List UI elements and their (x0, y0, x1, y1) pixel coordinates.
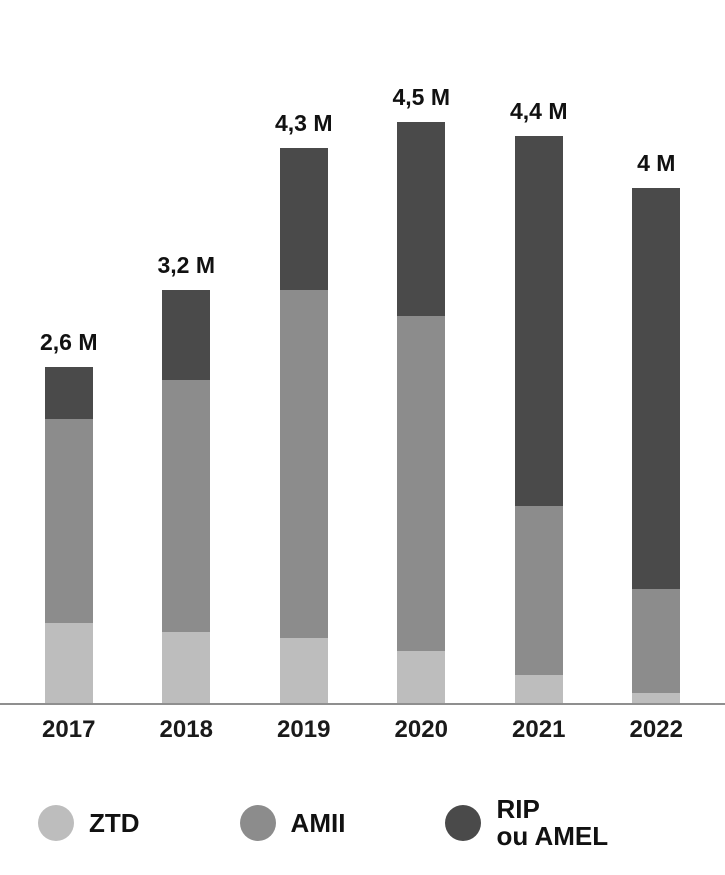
x-axis-label-2020: 2020 (394, 716, 448, 743)
x-axis-labels: 2017 2018 2019 2020 2021 2022 (0, 716, 725, 744)
bar-2019 (279, 148, 328, 703)
bar-column-2018: 3,2 M (128, 252, 246, 703)
bar-segment-amii-2019 (279, 290, 328, 638)
x-axis-label-2022: 2022 (629, 716, 683, 743)
chart-legend: ZTD AMII RIP ou AMEL (0, 794, 725, 852)
bar-segment-ztd-2018 (162, 632, 211, 703)
legend-label-amii: AMII (290, 807, 346, 838)
legend-item-ztd: ZTD (38, 805, 140, 842)
bar-2020 (397, 122, 446, 703)
bar-segment-amii-2022 (632, 589, 681, 693)
bar-segment-ztd-2020 (397, 651, 446, 703)
bar-segment-amii-2021 (514, 506, 563, 675)
bar-column-2021: 4,4 M (480, 98, 598, 703)
bar-column-2022: 4 M (598, 150, 716, 703)
bar-total-label-2021: 4,4 M (509, 98, 568, 124)
bar-total-label-2017: 2,6 M (39, 329, 98, 355)
bar-segment-amii-2018 (162, 380, 211, 632)
legend-swatch-ztd (38, 805, 74, 842)
plot-area: 2,6 M 3,2 M 4,3 M 4,5 M 4,4 M 4 M (0, 58, 725, 705)
bar-2018 (162, 290, 211, 703)
legend-swatch-rip-ou-amel (445, 805, 482, 842)
bar-segment-amii-2020 (397, 316, 446, 651)
bar-segment-rip-ou-amel-2021 (514, 136, 563, 506)
bar-column-2017: 2,6 M (10, 329, 128, 703)
bar-2017 (44, 367, 93, 703)
legend-item-rip-ou-amel: RIP ou AMEL (445, 794, 609, 852)
x-axis-label-2021: 2021 (512, 716, 566, 743)
x-axis-label-2018: 2018 (159, 716, 213, 743)
bar-total-label-2019: 4,3 M (274, 110, 333, 136)
bar-segment-ztd-2022 (632, 693, 681, 703)
bar-total-label-2018: 3,2 M (157, 252, 216, 278)
bar-2022 (632, 188, 681, 703)
bar-column-2020: 4,5 M (363, 84, 481, 703)
bar-segment-rip-ou-amel-2022 (632, 188, 681, 589)
legend-label-rip-ou-amel: RIP ou AMEL (496, 794, 609, 852)
bar-total-label-2022: 4 M (637, 150, 676, 176)
bar-segment-rip-ou-amel-2017 (44, 367, 93, 419)
legend-swatch-amii (239, 805, 276, 842)
bar-segment-rip-ou-amel-2018 (162, 290, 211, 380)
bar-segment-ztd-2019 (279, 638, 328, 703)
bar-segment-ztd-2017 (44, 623, 93, 703)
bar-2021 (514, 136, 563, 703)
legend-item-amii: AMII (239, 805, 346, 842)
bar-total-label-2020: 4,5 M (392, 84, 451, 110)
legend-label-ztd: ZTD (89, 807, 140, 838)
x-axis-label-2017: 2017 (42, 716, 96, 743)
bar-segment-ztd-2021 (514, 675, 563, 703)
x-axis-label-2019: 2019 (277, 716, 331, 743)
bar-segment-rip-ou-amel-2019 (279, 148, 328, 290)
bar-segment-amii-2017 (44, 419, 93, 623)
bar-column-2019: 4,3 M (245, 110, 363, 703)
bar-segment-rip-ou-amel-2020 (397, 122, 446, 316)
